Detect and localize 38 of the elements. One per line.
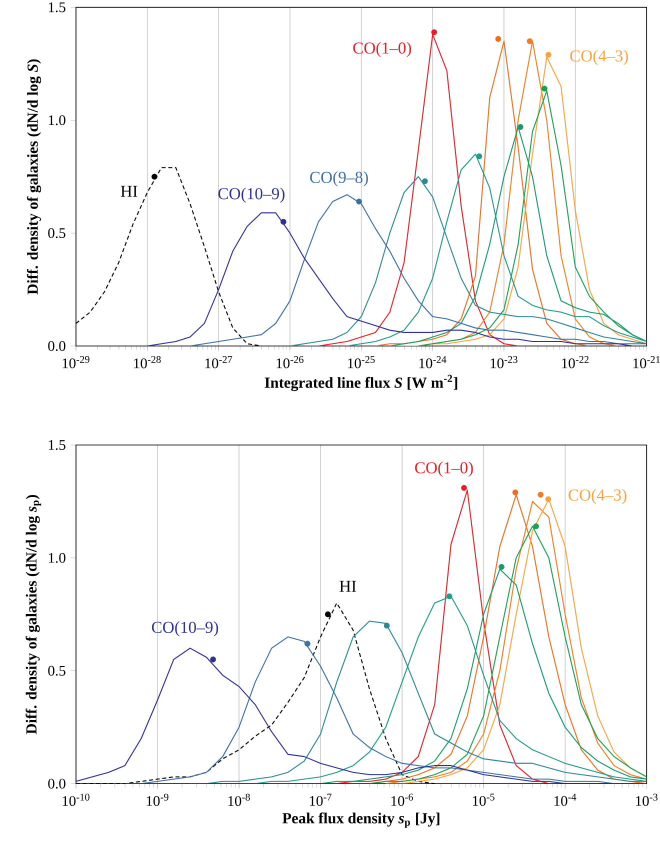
y-tick-label: 0.5 [48, 666, 66, 676]
series-label: HI [120, 186, 138, 197]
x-tick-label: 10$^{-4}$ [554, 794, 576, 806]
series-label: CO(4–3) [568, 488, 626, 504]
x-tick-label: 10$^{-27}$ [205, 356, 232, 368]
x-tick-label: 10$^{-21}$ [633, 356, 660, 368]
x-tick-label: 10$^{-22}$ [562, 356, 589, 368]
y-tick-label: 1.5 [48, 440, 66, 450]
y-tick-label: 0.5 [48, 228, 66, 238]
y-axis-title: Diff. density of galaxies (dN/d log S) [26, 59, 42, 294]
series-label: CO(10–9) [218, 188, 284, 203]
x-tick-label: 10$^{-6}$ [391, 794, 414, 806]
y-tick-label: 1.0 [48, 552, 66, 563]
x-axis-title: Peak flux density s$_{p}$ [Jy] [282, 812, 440, 828]
x-tick-label: 10$^{-23}$ [490, 356, 518, 368]
x-tick-label: 10$^{-24}$ [419, 356, 446, 368]
x-tick-label: 10$^{-3}$ [636, 794, 658, 806]
x-tick-label: 10$^{-10}$ [62, 794, 90, 806]
series-label: CO(4–3) [570, 50, 628, 65]
x-tick-label: 10$^{-7}$ [310, 794, 332, 806]
series-label: CO(10–9) [152, 621, 218, 636]
y-tick-label: 0.0 [48, 778, 66, 789]
y-tick-label: 1.0 [48, 115, 66, 126]
series-label: CO(1–0) [353, 42, 412, 58]
x-tick-label: 10$^{-28}$ [134, 356, 161, 368]
x-tick-label: 10$^{-9}$ [146, 794, 168, 806]
series-label: CO(1–0) [415, 462, 473, 477]
y-tick-label: 0.0 [48, 341, 66, 351]
x-tick-label: 10$^{-26}$ [276, 356, 304, 368]
series-label: CO(9–8) [310, 171, 368, 186]
x-tick-label: 10$^{-8}$ [228, 794, 250, 806]
x-tick-label: 10$^{-25}$ [348, 356, 375, 368]
x-tick-label: 10$^{-29}$ [62, 356, 90, 368]
y-axis-title: Diff. density of galaxies (dN/d log s$_{p}$) [26, 494, 42, 734]
y-tick-label: 1.5 [48, 2, 66, 12]
x-axis-title: Integrated line flux S [W m$^{-2}$] [264, 374, 458, 392]
x-tick-label: 10$^{-5}$ [472, 794, 494, 806]
series-label: HI [340, 580, 356, 592]
